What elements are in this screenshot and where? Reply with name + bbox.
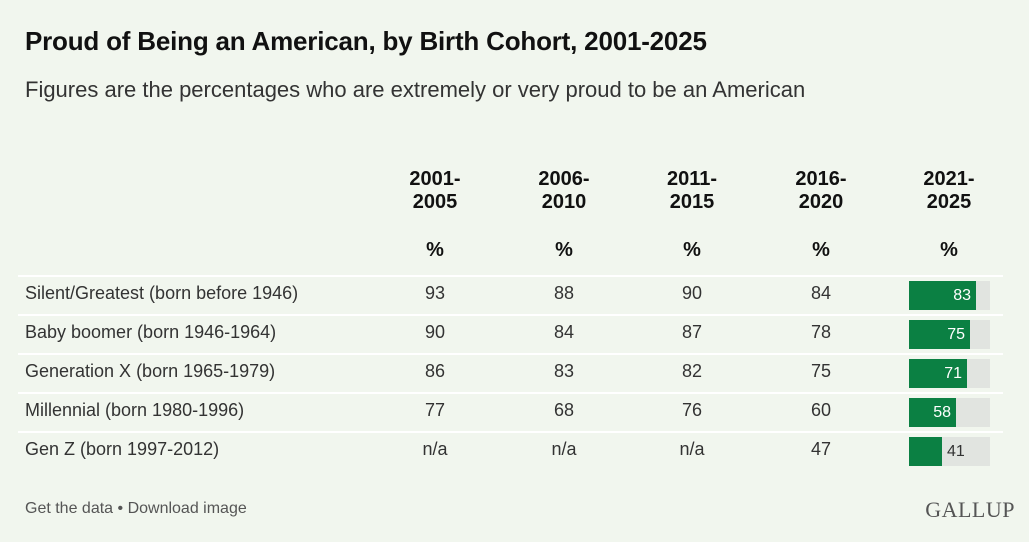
bar-fill	[909, 359, 967, 388]
column-header: 2006- 2010	[509, 168, 619, 214]
table-cell: 68	[553, 400, 575, 420]
footer-links: Get the data • Download image	[25, 500, 247, 518]
get-data-link[interactable]: Get the data	[25, 500, 114, 517]
row-label: Generation X (born 1965-1979)	[25, 361, 276, 381]
row-divider	[18, 392, 1003, 394]
bar-fill	[909, 437, 942, 466]
chart-subtitle: Figures are the percentages who are extr…	[25, 77, 806, 102]
row-divider	[18, 353, 1003, 355]
table-cell: 88	[553, 283, 575, 303]
bar-value-label: 71	[944, 365, 962, 382]
bar-fill	[909, 281, 976, 310]
bar-track: 83	[909, 281, 990, 310]
table-cell: 87	[681, 322, 703, 342]
table-cell: 78	[810, 322, 832, 342]
table-cell: n/a	[551, 439, 577, 459]
bar-track: 41	[909, 437, 990, 466]
table-cell: 90	[424, 322, 446, 342]
bar-value-label: 83	[953, 287, 971, 304]
table-cell: 90	[681, 283, 703, 303]
bar-track: 58	[909, 398, 990, 427]
row-label: Baby boomer (born 1946-1964)	[25, 322, 277, 342]
bar-value-label: 41	[947, 443, 965, 460]
row-label: Silent/Greatest (born before 1946)	[25, 283, 299, 303]
column-unit: %	[683, 239, 701, 261]
bar-value-label: 75	[947, 326, 965, 343]
footer-separator: •	[113, 500, 128, 517]
download-image-link[interactable]: Download image	[127, 500, 247, 517]
column-header: 2021- 2025	[894, 168, 1004, 214]
table-cell: 75	[810, 361, 832, 381]
column-header-line2: 2005	[412, 191, 458, 213]
column-header-line2: 2015	[669, 191, 715, 213]
column-header-line2: 2010	[541, 191, 587, 213]
column-unit: %	[426, 239, 444, 261]
bar-track: 71	[909, 359, 990, 388]
column-header-line1: 2016-	[795, 168, 847, 190]
column-header-line1: 2006-	[538, 168, 590, 190]
column-header-line1: 2001-	[409, 168, 461, 190]
column-header: 2016- 2020	[766, 168, 876, 214]
column-header-line1: 2021-	[923, 168, 975, 190]
gallup-logo: GALLUP	[925, 497, 1015, 522]
column-header-line1: 2011-	[666, 168, 718, 190]
column-unit: %	[555, 239, 573, 261]
chart-title: Proud of Being an American, by Birth Coh…	[25, 26, 707, 56]
row-label: Millennial (born 1980-1996)	[25, 400, 245, 420]
column-header-line2: 2020	[798, 191, 844, 213]
table-cell: n/a	[422, 439, 448, 459]
column-header: 2011- 2015	[637, 168, 747, 214]
table-cell: 47	[810, 439, 832, 459]
table-cell: 93	[424, 283, 446, 303]
table-cell: n/a	[679, 439, 705, 459]
table-cell: 84	[553, 322, 575, 342]
row-divider	[18, 314, 1003, 316]
column-header-line2: 2025	[926, 191, 972, 213]
column-header: 2001- 2005	[380, 168, 490, 214]
table-cell: 77	[424, 400, 446, 420]
column-unit: %	[812, 239, 830, 261]
bar-value-label: 58	[933, 404, 951, 421]
bar-track: 75	[909, 320, 990, 349]
table-cell: 60	[810, 400, 832, 420]
table-cell: 86	[424, 361, 446, 381]
bar-fill	[909, 320, 970, 349]
row-divider	[18, 275, 1003, 277]
table-cell: 82	[681, 361, 703, 381]
row-divider	[18, 431, 1003, 433]
bar-fill	[909, 398, 956, 427]
table-cell: 84	[810, 283, 832, 303]
column-unit: %	[940, 239, 958, 261]
table-cell: 76	[681, 400, 703, 420]
row-label: Gen Z (born 1997-2012)	[25, 439, 220, 459]
table-cell: 83	[553, 361, 575, 381]
